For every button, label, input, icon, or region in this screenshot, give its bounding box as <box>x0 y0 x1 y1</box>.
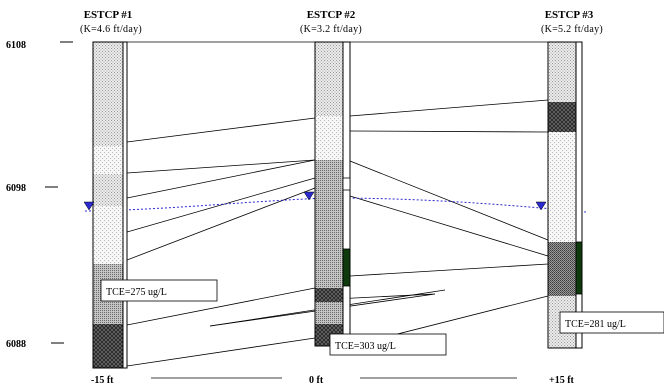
high-k-layer-marker <box>575 241 583 295</box>
well-column-3 <box>547 41 583 349</box>
well-title-3: ESTCP #3 <box>545 9 594 21</box>
tce-label-2: TCE=303 ug/L <box>329 333 447 356</box>
tce-label-3: TCE=281 ug/L <box>559 311 664 334</box>
elevation-tick-label: 6108 <box>6 40 26 51</box>
tce-value-1: TCE=275 ug/L <box>106 287 167 298</box>
well-header-1: ESTCP #1 (K=4.6 ft/day) <box>80 9 142 35</box>
well-column-2 <box>314 41 351 347</box>
well-conductivity-2: (K=3.2 ft/day) <box>300 24 362 35</box>
distance-axis: -15 ft 0 ft +15 ft <box>91 375 575 386</box>
distance-tick-label: -15 ft <box>91 375 114 386</box>
well-title-1: ESTCP #1 <box>84 9 133 21</box>
high-k-layer-marker <box>342 248 351 287</box>
well-conductivity-1: (K=4.6 ft/day) <box>80 24 142 35</box>
well-header-3: ESTCP #3 (K=5.2 ft/day) <box>541 9 603 35</box>
well-header-2: ESTCP #2 (K=3.2 ft/day) <box>300 9 362 35</box>
well-column-1 <box>92 41 128 369</box>
correlation-lines <box>126 99 549 367</box>
distance-tick-label: 0 ft <box>309 375 324 386</box>
tce-value-3: TCE=281 ug/L <box>565 319 626 330</box>
tce-label-1: TCE=275 ug/L <box>100 279 218 302</box>
distance-tick-label: +15 ft <box>549 375 575 386</box>
tce-value-2: TCE=303 ug/L <box>335 341 396 352</box>
water-level-marker <box>303 191 315 201</box>
well-title-2: ESTCP #2 <box>307 9 356 21</box>
water-level-marker <box>535 201 547 211</box>
elevation-tick-label: 6088 <box>6 339 26 350</box>
elevation-axis: 6108 6098 6088 <box>6 40 73 350</box>
water-level-marker <box>83 201 95 211</box>
elevation-tick-label: 6098 <box>6 183 26 194</box>
well-conductivity-3: (K=5.2 ft/day) <box>541 24 603 35</box>
